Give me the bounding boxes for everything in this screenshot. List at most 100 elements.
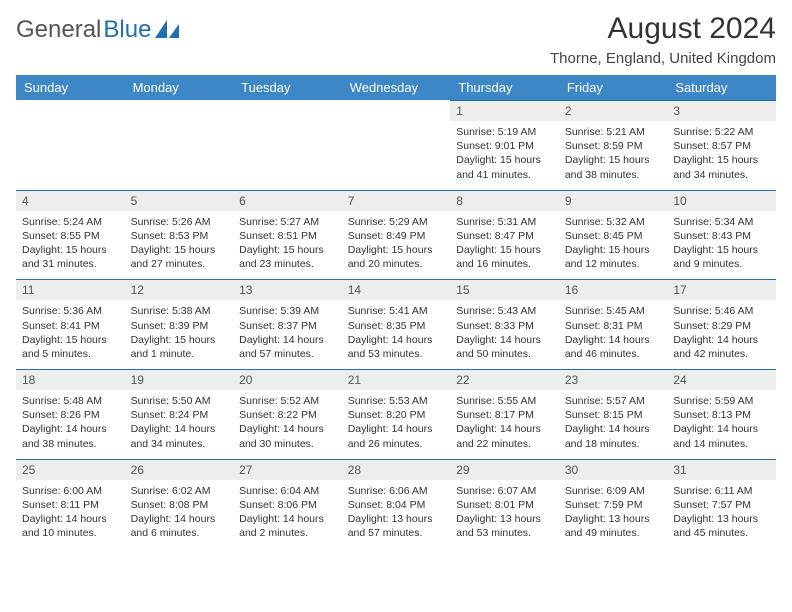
sunrise-text: Sunrise: 6:02 AM	[131, 484, 228, 498]
sunrise-text: Sunrise: 6:04 AM	[239, 484, 336, 498]
calendar-cell: 12Sunrise: 5:38 AMSunset: 8:39 PMDayligh…	[125, 279, 234, 369]
daylight-text: Daylight: 15 hours and 23 minutes.	[239, 243, 336, 271]
day-header: Tuesday	[233, 75, 342, 100]
day-number: 9	[559, 190, 668, 211]
daylight-text: Daylight: 14 hours and 57 minutes.	[239, 333, 336, 361]
day-number: 29	[450, 459, 559, 480]
daylight-text: Daylight: 13 hours and 49 minutes.	[565, 512, 662, 540]
sunset-text: Sunset: 8:33 PM	[456, 319, 553, 333]
sunrise-text: Sunrise: 5:43 AM	[456, 304, 553, 318]
daylight-text: Daylight: 14 hours and 50 minutes.	[456, 333, 553, 361]
sunset-text: Sunset: 8:47 PM	[456, 229, 553, 243]
calendar-cell: 17Sunrise: 5:46 AMSunset: 8:29 PMDayligh…	[667, 279, 776, 369]
sunset-text: Sunset: 8:53 PM	[131, 229, 228, 243]
calendar-cell: 23Sunrise: 5:57 AMSunset: 8:15 PMDayligh…	[559, 369, 668, 459]
day-body: Sunrise: 6:07 AMSunset: 8:01 PMDaylight:…	[450, 480, 559, 549]
sunset-text: Sunset: 8:29 PM	[673, 319, 770, 333]
sunrise-text: Sunrise: 5:45 AM	[565, 304, 662, 318]
day-body: Sunrise: 6:11 AMSunset: 7:57 PMDaylight:…	[667, 480, 776, 549]
sunrise-text: Sunrise: 5:48 AM	[22, 394, 119, 408]
calendar-cell: 22Sunrise: 5:55 AMSunset: 8:17 PMDayligh…	[450, 369, 559, 459]
sunset-text: Sunset: 8:37 PM	[239, 319, 336, 333]
day-number: 25	[16, 459, 125, 480]
daylight-text: Daylight: 14 hours and 46 minutes.	[565, 333, 662, 361]
day-body: Sunrise: 5:57 AMSunset: 8:15 PMDaylight:…	[559, 390, 668, 459]
day-header: Monday	[125, 75, 234, 100]
page-header: GeneralBlue August 2024 Thorne, England,…	[16, 12, 776, 67]
sunset-text: Sunset: 8:49 PM	[348, 229, 445, 243]
daylight-text: Daylight: 15 hours and 1 minute.	[131, 333, 228, 361]
day-number: 11	[16, 279, 125, 300]
daylight-text: Daylight: 14 hours and 26 minutes.	[348, 422, 445, 450]
day-number: 26	[125, 459, 234, 480]
calendar-week: 11Sunrise: 5:36 AMSunset: 8:41 PMDayligh…	[16, 279, 776, 369]
calendar-cell	[16, 100, 125, 190]
day-body: Sunrise: 5:55 AMSunset: 8:17 PMDaylight:…	[450, 390, 559, 459]
brand-part2: Blue	[103, 16, 151, 44]
daylight-text: Daylight: 14 hours and 30 minutes.	[239, 422, 336, 450]
calendar-cell: 27Sunrise: 6:04 AMSunset: 8:06 PMDayligh…	[233, 459, 342, 549]
sunrise-text: Sunrise: 5:22 AM	[673, 125, 770, 139]
sunset-text: Sunset: 8:57 PM	[673, 139, 770, 153]
daylight-text: Daylight: 14 hours and 34 minutes.	[131, 422, 228, 450]
sunset-text: Sunset: 8:55 PM	[22, 229, 119, 243]
daylight-text: Daylight: 13 hours and 45 minutes.	[673, 512, 770, 540]
calendar-cell: 8 Sunrise: 5:31 AMSunset: 8:47 PMDaylight…	[450, 190, 559, 280]
calendar-header-row: SundayMondayTuesdayWednesdayThursdayFrid…	[16, 75, 776, 100]
day-header: Thursday	[450, 75, 559, 100]
sunrise-text: Sunrise: 5:41 AM	[348, 304, 445, 318]
daylight-text: Daylight: 15 hours and 20 minutes.	[348, 243, 445, 271]
day-body: Sunrise: 5:22 AMSunset: 8:57 PMDaylight:…	[667, 121, 776, 190]
calendar-cell: 29Sunrise: 6:07 AMSunset: 8:01 PMDayligh…	[450, 459, 559, 549]
sunrise-text: Sunrise: 5:50 AM	[131, 394, 228, 408]
sunset-text: Sunset: 8:51 PM	[239, 229, 336, 243]
calendar-cell: 30Sunrise: 6:09 AMSunset: 7:59 PMDayligh…	[559, 459, 668, 549]
day-number: 22	[450, 369, 559, 390]
day-number: 10	[667, 190, 776, 211]
day-body: Sunrise: 5:21 AMSunset: 8:59 PMDaylight:…	[559, 121, 668, 190]
daylight-text: Daylight: 13 hours and 53 minutes.	[456, 512, 553, 540]
day-number: 8	[450, 190, 559, 211]
day-number: 14	[342, 279, 451, 300]
sunset-text: Sunset: 8:20 PM	[348, 408, 445, 422]
day-number: 31	[667, 459, 776, 480]
day-number: 7	[342, 190, 451, 211]
calendar-cell	[342, 100, 451, 190]
day-body: Sunrise: 5:53 AMSunset: 8:20 PMDaylight:…	[342, 390, 451, 459]
daylight-text: Daylight: 15 hours and 16 minutes.	[456, 243, 553, 271]
day-body: Sunrise: 6:04 AMSunset: 8:06 PMDaylight:…	[233, 480, 342, 549]
daylight-text: Daylight: 14 hours and 38 minutes.	[22, 422, 119, 450]
sunset-text: Sunset: 7:57 PM	[673, 498, 770, 512]
sunset-text: Sunset: 8:08 PM	[131, 498, 228, 512]
day-number: 1	[450, 100, 559, 121]
sunrise-text: Sunrise: 5:31 AM	[456, 215, 553, 229]
daylight-text: Daylight: 14 hours and 53 minutes.	[348, 333, 445, 361]
sunrise-text: Sunrise: 5:29 AM	[348, 215, 445, 229]
sunset-text: Sunset: 9:01 PM	[456, 139, 553, 153]
calendar-cell	[125, 100, 234, 190]
daylight-text: Daylight: 14 hours and 2 minutes.	[239, 512, 336, 540]
day-body: Sunrise: 5:36 AMSunset: 8:41 PMDaylight:…	[16, 300, 125, 369]
calendar-cell: 31Sunrise: 6:11 AMSunset: 7:57 PMDayligh…	[667, 459, 776, 549]
sunset-text: Sunset: 8:01 PM	[456, 498, 553, 512]
day-body: Sunrise: 5:27 AMSunset: 8:51 PMDaylight:…	[233, 211, 342, 280]
brand-logo: GeneralBlue	[16, 12, 181, 44]
day-number: 18	[16, 369, 125, 390]
day-header: Saturday	[667, 75, 776, 100]
day-body: Sunrise: 5:38 AMSunset: 8:39 PMDaylight:…	[125, 300, 234, 369]
day-body: Sunrise: 5:26 AMSunset: 8:53 PMDaylight:…	[125, 211, 234, 280]
day-body: Sunrise: 5:34 AMSunset: 8:43 PMDaylight:…	[667, 211, 776, 280]
calendar-cell: 5Sunrise: 5:26 AMSunset: 8:53 PMDaylight…	[125, 190, 234, 280]
day-body: Sunrise: 5:32 AMSunset: 8:45 PMDaylight:…	[559, 211, 668, 280]
sunrise-text: Sunrise: 5:24 AM	[22, 215, 119, 229]
calendar-cell: 4Sunrise: 5:24 AMSunset: 8:55 PMDaylight…	[16, 190, 125, 280]
sunrise-text: Sunrise: 5:59 AM	[673, 394, 770, 408]
day-body: Sunrise: 5:19 AMSunset: 9:01 PMDaylight:…	[450, 121, 559, 190]
day-number: 21	[342, 369, 451, 390]
sunset-text: Sunset: 8:31 PM	[565, 319, 662, 333]
day-body: Sunrise: 5:48 AMSunset: 8:26 PMDaylight:…	[16, 390, 125, 459]
daylight-text: Daylight: 14 hours and 6 minutes.	[131, 512, 228, 540]
calendar-cell	[233, 100, 342, 190]
day-number: 27	[233, 459, 342, 480]
daylight-text: Daylight: 15 hours and 12 minutes.	[565, 243, 662, 271]
